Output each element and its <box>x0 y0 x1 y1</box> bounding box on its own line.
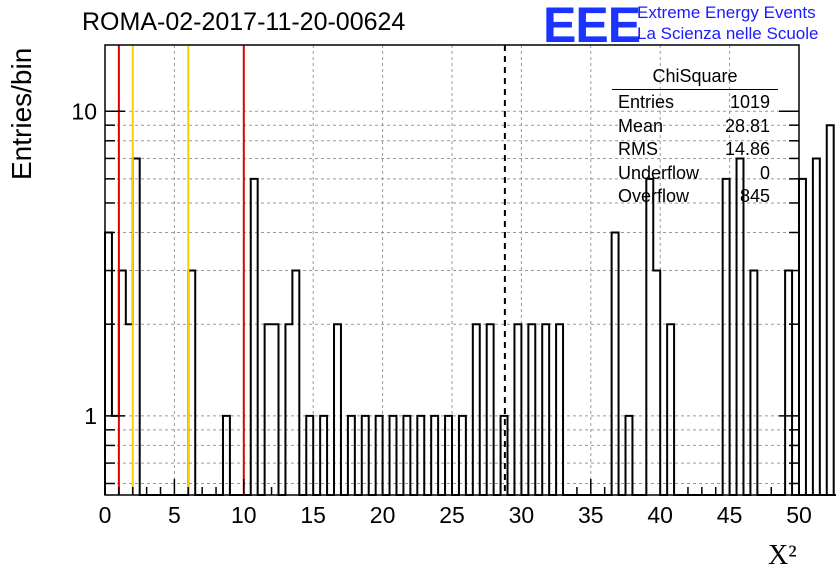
x-tick-label: 0 <box>99 502 112 528</box>
reference-lines <box>117 45 506 495</box>
stats-key: RMS <box>618 139 658 159</box>
axis-ticks <box>104 110 800 495</box>
stats-row-rms: RMS 14.86 <box>612 139 778 163</box>
eee-logo: EEE <box>543 0 641 53</box>
stats-row-mean: Mean 28.81 <box>612 116 778 140</box>
stats-value: 14.86 <box>724 139 770 159</box>
x-tick-label: 15 <box>300 502 326 528</box>
x-tick-label: 20 <box>370 502 396 528</box>
stats-value: 1019 <box>729 92 770 112</box>
run-title: ROMA-02-2017-11-20-00624 <box>82 8 406 36</box>
stats-value: 845 <box>739 186 770 206</box>
stats-box: ChiSquare Entries 1019 Mean 28.81 RMS 14… <box>612 66 778 210</box>
stats-key: Overflow <box>618 186 690 206</box>
stats-value: 28.81 <box>724 115 770 136</box>
y-axis-label: Entries/bin <box>6 47 37 180</box>
stats-key: Mean <box>618 115 664 136</box>
stats-row-underflow: Underflow 0 <box>612 163 778 187</box>
x-tick-label: 25 <box>439 502 465 528</box>
x-axis-label: X² <box>768 540 797 571</box>
stats-row-overflow: Overflow 845 <box>612 186 778 210</box>
stats-value: 0 <box>759 162 770 183</box>
x-tick-label: 10 <box>231 502 257 528</box>
axis-tick-labels: 0 5 10 15 20 25 30 35 40 45 50 1 10 <box>71 98 811 528</box>
y-tick-label: 10 <box>71 98 97 124</box>
logo-line-2: La Scienza nelle Scuole <box>637 24 819 43</box>
x-tick-label: 30 <box>509 502 535 528</box>
stats-row-entries: Entries 1019 <box>612 92 778 116</box>
x-tick-label: 35 <box>578 502 604 528</box>
stats-divider <box>612 89 778 90</box>
stats-key: Entries <box>618 92 675 112</box>
grid-lines <box>105 45 799 495</box>
y-tick-label: 1 <box>84 403 97 429</box>
x-tick-label: 40 <box>647 502 673 528</box>
logo-line-1: Extreme Energy Events <box>637 3 816 22</box>
x-tick-label: 5 <box>168 502 181 528</box>
stats-title: ChiSquare <box>652 66 738 86</box>
x-tick-label: 50 <box>786 502 812 528</box>
x-tick-label: 45 <box>717 502 743 528</box>
stats-key: Underflow <box>618 162 700 183</box>
